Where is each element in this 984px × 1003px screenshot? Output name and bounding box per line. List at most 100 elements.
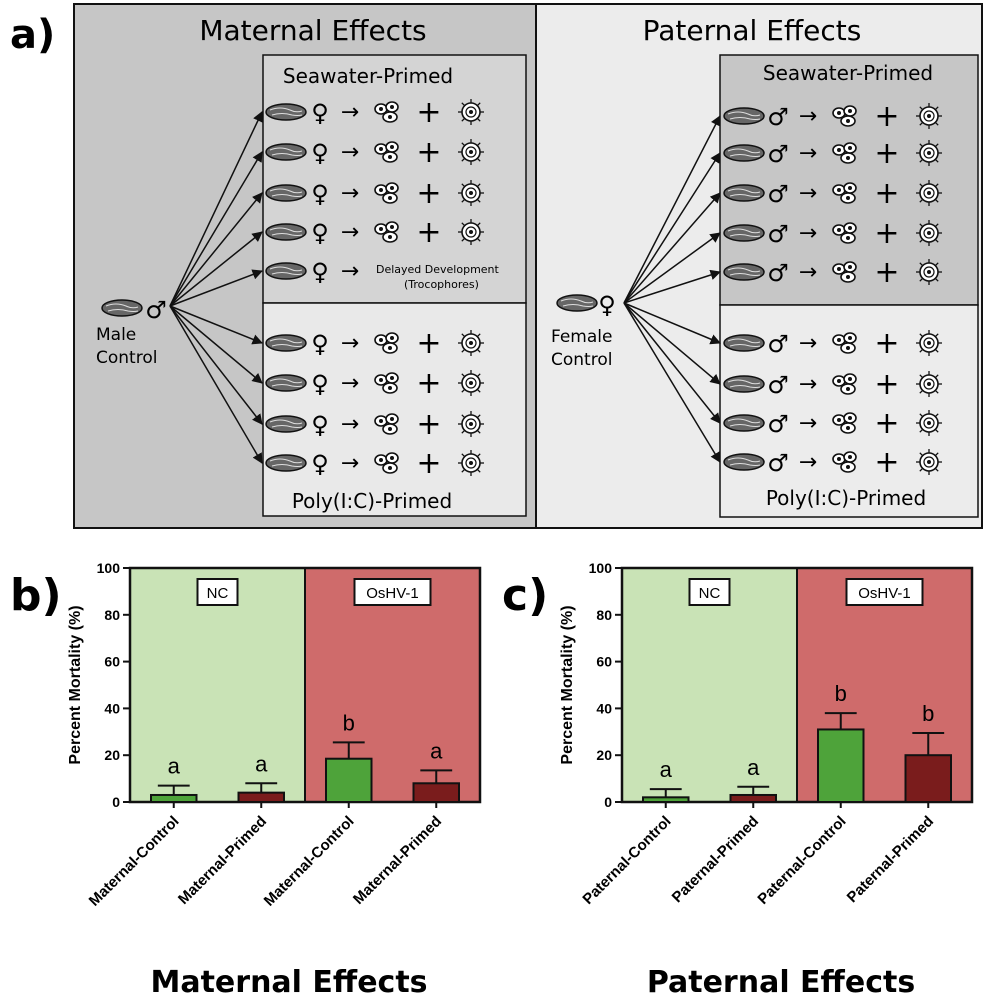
cross-arrow [169,305,263,384]
virus-icon [457,369,485,397]
cross-arrow [169,305,263,464]
oyster-icon [723,184,765,202]
oyster-icon [265,415,307,433]
y-tick-label: 40 [104,700,120,716]
panel-b-chart: b) NC OsHV-1 0 20 40 60 80 100 Percent Mortality … [10,560,482,1000]
y-tick-label: 20 [104,747,120,763]
delayed-development-label: Delayed Development [376,263,500,276]
oyster-icon [723,224,765,242]
trocophores-label: (Trocophores) [404,278,479,291]
virus-icon [915,179,943,207]
arrow-glyph: → [799,141,817,166]
y-tick-label: 60 [596,654,612,670]
arrow-glyph: → [799,372,817,397]
arrow-glyph: → [799,181,817,206]
cross-arrow [623,192,721,304]
bar [150,793,198,803]
oyster-icon [265,262,307,280]
bar [904,754,952,803]
oyster-icon [723,263,765,281]
cross-arrow [623,302,721,345]
cross-arrow [169,111,263,307]
cross-arrow [623,302,721,463]
cross-row: ♂ → + [723,216,943,251]
sex-symbol: ♀ [311,330,329,358]
cross-row: ♀ → + [265,407,485,442]
plus-sign: + [416,366,441,401]
arrow-glyph: → [799,331,817,356]
category-label: Maternal-Primed [350,813,445,908]
oyster-icon [723,334,765,352]
paternal-parent-label-2: Control [551,350,612,370]
virus-icon [915,139,943,167]
sex-symbol: ♀ [311,139,329,167]
paternal-parent-oyster-icon [556,294,598,312]
plus-sign: + [416,135,441,170]
arrow-glyph: → [799,450,817,475]
significance-letter: a [168,754,181,779]
oyster-icon [723,144,765,162]
y-tick-label: 60 [104,654,120,670]
sex-symbol: ♀ [311,411,329,439]
virus-icon [915,329,943,357]
maternal-seawater-label: Seawater-Primed [283,64,453,88]
y-axis-label: Percent Mortality (%) [559,605,576,764]
arrow-glyph: → [799,221,817,246]
virus-icon [457,98,485,126]
bar [642,796,690,804]
bar [729,793,777,803]
sex-symbol: ♂ [767,330,789,358]
significance-letter: a [747,755,760,780]
sex-symbol: ♀ [311,450,329,478]
cross-row: ♀ → + [265,215,485,250]
significance-letter: b [922,701,934,726]
y-axis-label: Percent Mortality (%) [67,605,84,764]
group-label-box [196,578,239,606]
oyster-icon [265,454,307,472]
oyster-icon [723,453,765,471]
virus-icon [915,258,943,286]
plus-sign: + [874,136,899,171]
paternal-title: Paternal Effects [643,14,862,47]
category-label: Paternal-Primed [844,813,937,906]
virus-icon [457,329,485,357]
y-tick-label: 0 [112,794,120,810]
group-background [622,568,797,802]
cross-row: ♀ → + [265,176,485,211]
y-tick-label: 80 [596,607,612,623]
plus-sign: + [874,326,899,361]
y-tick-label: 0 [604,794,612,810]
sex-symbol: ♀ [311,99,329,127]
arrow-glyph: → [799,104,817,129]
arrow-glyph: → [341,371,359,396]
arrow-glyph: → [341,451,359,476]
virus-icon [457,410,485,438]
virus-icon [457,449,485,477]
oyster-icon [265,143,307,161]
cross-row: ♂ → + [723,99,943,134]
arrow-glyph: → [341,100,359,125]
cross-arrow [623,302,721,385]
maternal-polyic-label: Poly(I:C)-Primed [292,489,452,513]
category-label: Maternal-Primed [175,813,270,908]
bar [325,757,373,804]
significance-letter: a [660,757,673,782]
panel-c-panel-letter: c) [502,570,548,621]
cross-arrow [169,305,263,425]
category-label: Maternal-Control [261,813,358,910]
maternal-parent-label-1: Male [96,325,136,345]
y-tick-label: 100 [589,560,613,576]
panel-b-title: Maternal Effects [150,965,427,1000]
sex-symbol: ♂ [767,220,789,248]
paternal-parent-symbol: ♀ [598,291,616,319]
maternal-seawater-box [262,54,527,304]
sex-symbol: ♂ [767,259,789,287]
panel-c-chart: c) NC OsHV-1 0 20 40 60 80 100 Percent Mortality … [502,560,974,1000]
group-label: NC [699,585,721,602]
paternal-polyic-label: Poly(I:C)-Primed [766,486,926,510]
panel-c-title: Paternal Effects [647,965,915,1000]
plus-sign: + [874,99,899,134]
oyster-icon [265,223,307,241]
cross-row: ♂ → + [723,255,943,290]
bar [412,782,460,803]
